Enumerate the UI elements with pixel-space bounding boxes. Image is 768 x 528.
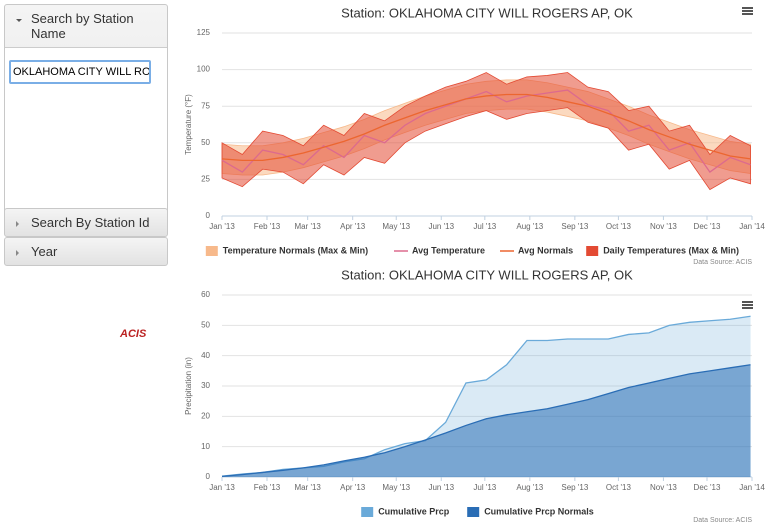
x-tick-label: Dec '13 bbox=[694, 483, 721, 492]
x-tick-label: Mar '13 bbox=[294, 483, 321, 492]
panel-body: OKLAHOMA CITY WILL ROGERS AP, OK bbox=[5, 47, 167, 218]
range-area bbox=[221, 72, 751, 191]
x-tick-label: Nov '13 bbox=[650, 222, 677, 231]
x-tick-label: Aug '13 bbox=[516, 222, 543, 231]
year-panel: Year bbox=[4, 237, 168, 266]
legend-swatch bbox=[205, 246, 218, 256]
menu-icon bbox=[742, 13, 753, 15]
y-tick-label: 125 bbox=[197, 28, 211, 37]
x-tick-label: Jun '13 bbox=[428, 483, 454, 492]
x-tick-label: Nov '13 bbox=[650, 483, 677, 492]
x-tick-label: May '13 bbox=[382, 222, 410, 231]
x-tick-label: Aug '13 bbox=[516, 483, 543, 492]
x-tick-label: Jun '13 bbox=[428, 222, 454, 231]
panel-header[interactable]: Search by Station Name bbox=[5, 5, 167, 47]
x-tick-label: Mar '13 bbox=[294, 222, 321, 231]
legend-label: Cumulative Prcp Normals bbox=[484, 506, 594, 516]
x-tick-label: Sep '13 bbox=[561, 222, 588, 231]
logo: ACIS bbox=[120, 328, 147, 340]
x-tick-label: May '13 bbox=[382, 483, 410, 492]
menu-icon bbox=[742, 301, 753, 303]
y-tick-label: 100 bbox=[197, 65, 211, 74]
y-axis-label: Precipitation (in) bbox=[184, 357, 193, 415]
legend-label: Avg Normals bbox=[518, 245, 573, 255]
x-tick-label: Jan '14 bbox=[739, 222, 765, 231]
panel-header[interactable]: Year bbox=[5, 238, 167, 265]
x-tick-label: Jan '13 bbox=[209, 483, 235, 492]
x-tick-label: Oct '13 bbox=[606, 483, 632, 492]
legend-label: Temperature Normals (Max & Min) bbox=[223, 245, 368, 255]
chart-title: Station: OKLAHOMA CITY WILL ROGERS AP, O… bbox=[341, 267, 633, 282]
legend-swatch bbox=[467, 507, 480, 517]
menu-icon bbox=[742, 304, 753, 306]
charts: Station: OKLAHOMA CITY WILL ROGERS AP, O… bbox=[184, 5, 765, 524]
credit: Data Source: ACIS bbox=[693, 259, 752, 266]
y-tick-label: 10 bbox=[201, 442, 210, 451]
line bbox=[221, 89, 751, 173]
x-tick-label: Apr '13 bbox=[340, 222, 366, 231]
x-tick-label: Feb '13 bbox=[254, 222, 281, 231]
panel-header[interactable]: Search By Station Id bbox=[5, 209, 167, 236]
station-id-panel: Search By Station Id bbox=[4, 208, 168, 237]
area-line bbox=[221, 364, 751, 478]
y-tick-label: 25 bbox=[201, 175, 210, 184]
station-input[interactable]: OKLAHOMA CITY WILL ROGERS AP, OK bbox=[9, 60, 151, 84]
y-tick-label: 30 bbox=[201, 381, 210, 390]
y-tick-label: 50 bbox=[201, 138, 210, 147]
x-tick-label: Oct '13 bbox=[606, 222, 632, 231]
x-tick-label: Jul '13 bbox=[473, 483, 496, 492]
x-tick-label: Jan '13 bbox=[209, 222, 235, 231]
x-tick-label: Sep '13 bbox=[561, 483, 588, 492]
y-tick-label: 0 bbox=[206, 472, 211, 481]
area-fill bbox=[222, 364, 751, 477]
station-name-panel: Search by Station Name OKLAHOMA CITY WIL… bbox=[4, 4, 168, 219]
legend-label: Cumulative Prcp bbox=[378, 506, 450, 516]
y-tick-label: 50 bbox=[201, 320, 210, 329]
legend-label: Avg Temperature bbox=[412, 245, 485, 255]
y-tick-label: 60 bbox=[201, 290, 210, 299]
menu-icon bbox=[742, 10, 753, 12]
line bbox=[221, 93, 751, 162]
x-tick-label: Jan '14 bbox=[739, 483, 765, 492]
x-tick-label: Jul '13 bbox=[473, 222, 496, 231]
x-tick-label: Apr '13 bbox=[340, 483, 366, 492]
legend-swatch bbox=[361, 507, 374, 517]
y-tick-label: 0 bbox=[206, 211, 211, 220]
menu-icon bbox=[742, 7, 753, 9]
y-tick-label: 75 bbox=[201, 101, 210, 110]
credit: Data Source: ACIS bbox=[693, 517, 752, 524]
chart-title: Station: OKLAHOMA CITY WILL ROGERS AP, O… bbox=[341, 5, 633, 20]
x-tick-label: Dec '13 bbox=[694, 222, 721, 231]
y-tick-label: 20 bbox=[201, 411, 210, 420]
y-tick-label: 40 bbox=[201, 351, 210, 360]
legend-swatch bbox=[586, 246, 599, 256]
menu-icon bbox=[742, 307, 753, 309]
x-tick-label: Feb '13 bbox=[254, 483, 281, 492]
y-axis-label: Temperature (°F) bbox=[184, 94, 193, 155]
legend-label: Daily Temperatures (Max & Min) bbox=[603, 245, 739, 255]
